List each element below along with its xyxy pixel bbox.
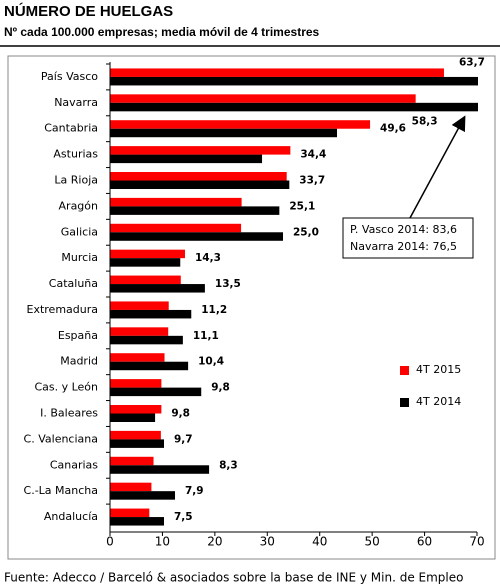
bar [110,482,152,492]
bar [110,413,156,422]
y-tick-label: Galicia [61,225,98,238]
value-label: 25,0 [293,226,319,238]
x-tick-label: 0 [106,535,114,549]
bar [110,456,154,466]
bar [110,508,150,518]
value-label: 63,7 [459,56,485,68]
bar [110,430,161,440]
y-tick-label: Navarra [54,96,98,109]
bar [110,309,192,319]
bar [110,387,202,397]
y-tick-label: Andalucía [44,510,98,523]
x-tick-label: 10 [155,535,170,549]
bar [110,379,162,388]
bar [110,361,189,371]
legend-label: 4T 2014 [416,395,461,408]
y-tick-label: C. Valenciana [24,432,98,445]
bar [110,154,263,164]
bar [110,94,416,103]
value-label: 58,3 [412,115,438,127]
value-label: 34,4 [300,149,326,161]
value-label: 10,4 [198,356,224,368]
bar [110,68,444,77]
bar [110,284,205,293]
bar [110,172,287,181]
value-label: 33,7 [299,175,325,187]
bar [110,335,183,345]
y-tick-label: Murcia [61,251,98,264]
value-label: 25,1 [289,200,315,212]
frame [7,55,496,560]
bar [110,517,165,526]
x-tick-label: 20 [207,535,222,549]
source: Fuente: Adecco / Barceló & asociados sob… [4,571,463,584]
y-tick-label: La Rioja [54,174,98,187]
legend-swatch [400,366,409,375]
bar [110,439,165,448]
bar [110,301,169,310]
y-tick-label: Madrid [60,355,98,368]
y-tick-label: Canarias [50,458,98,471]
chart-subtitle: Nº cada 100.000 empresas; media móvil de… [4,25,320,39]
x-tick-label: 50 [365,535,380,549]
annotation-arrow [409,115,466,219]
bar [110,197,242,207]
value-label: 9,7 [174,433,193,445]
y-tick-label: Cataluña [49,277,98,290]
bar [110,353,165,362]
bar [110,206,280,215]
x-tick-label: 60 [417,535,432,549]
bar [110,405,162,414]
value-label: 13,5 [215,278,241,290]
y-tick-label: España [58,329,98,342]
x-tick-label: 30 [260,535,275,549]
y-tick-label: Cas. y León [34,381,98,394]
y-tick-label: C.-La Mancha [24,484,98,497]
y-tick-label: Cantabria [44,122,98,135]
y-tick-label: País Vasco [41,70,98,83]
bar [110,180,290,189]
y-tick-label: Extremadura [27,303,99,316]
annotation: P. Vasco 2014: 83,6 [350,223,457,236]
bar [110,258,181,267]
legend-swatch [400,398,409,407]
bar [110,223,242,233]
x-tick-label: 70 [469,535,484,549]
value-label: 11,2 [201,304,227,316]
bar [110,465,210,474]
bar [110,275,181,285]
y-tick-label: I. Baleares [40,407,98,420]
value-label: 7,5 [174,511,193,523]
chart-title: NÚMERO DE HUELGAS [4,2,173,20]
bar [110,76,478,86]
bar [110,232,284,241]
bar [110,128,338,138]
bar [110,102,478,112]
value-label: 7,9 [185,485,204,497]
x-tick-label: 40 [312,535,327,549]
annotation: Navarra 2014: 76,5 [350,240,457,253]
bar [110,120,371,129]
bar [110,327,169,336]
annotation-box [342,217,474,259]
value-label: 11,1 [193,330,219,342]
plot-area [110,68,478,526]
value-label: 9,8 [171,408,190,420]
legend-label: 4T 2015 [416,363,461,376]
value-label: 14,3 [195,252,221,264]
y-tick-label: Aragón [59,199,99,212]
value-label: 8,3 [219,459,238,471]
value-label: 9,8 [211,382,230,394]
value-label: 49,6 [380,123,406,135]
bar [110,249,185,259]
y-tick-label: Asturias [53,148,98,161]
bar [110,146,291,155]
bar [110,491,176,500]
